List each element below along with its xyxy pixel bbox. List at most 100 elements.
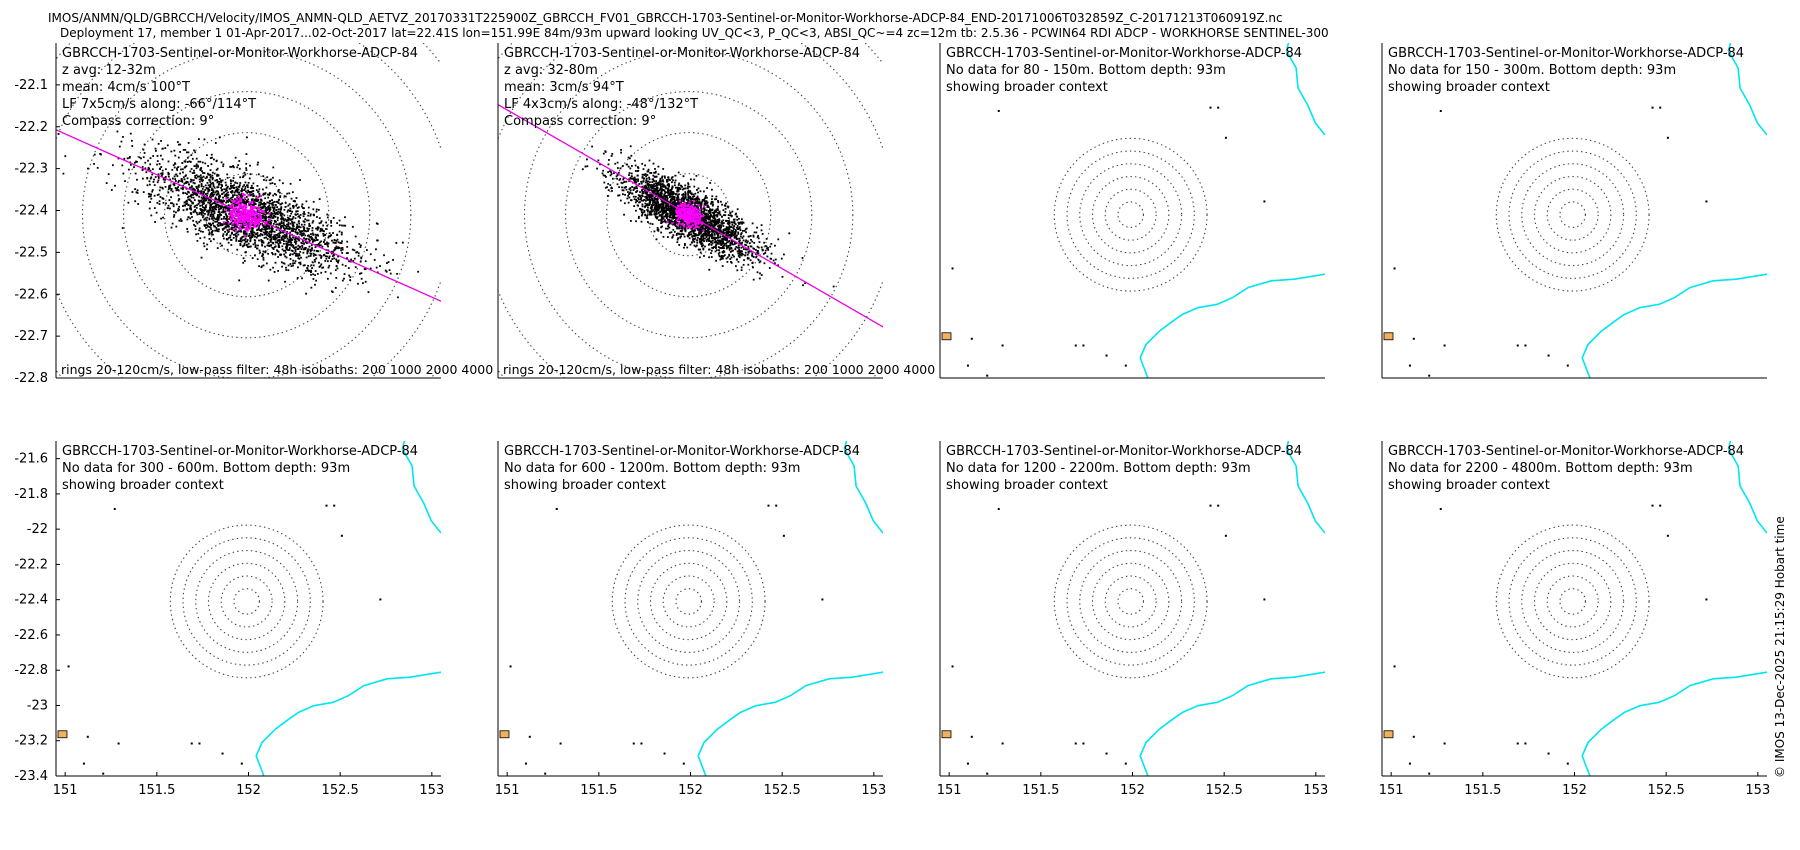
scatter-point <box>208 209 211 212</box>
scatter-point <box>303 226 306 229</box>
scatter-point <box>274 238 277 241</box>
scatter-point <box>644 181 647 184</box>
lowpass-point <box>249 216 252 219</box>
lowpass-point <box>254 206 257 209</box>
scatter-point <box>312 254 315 257</box>
lowpass-point <box>241 192 244 196</box>
scatter-point <box>746 241 749 244</box>
scatter-point <box>711 216 714 219</box>
scatter-point <box>307 211 310 214</box>
scatter-point <box>700 243 703 246</box>
scatter-point <box>118 145 121 148</box>
scatter-point <box>657 183 660 186</box>
scatter-point <box>277 208 280 211</box>
scatter-point <box>687 185 689 188</box>
lowpass-point <box>262 210 265 214</box>
lowpass-point <box>236 208 239 211</box>
scatter-point <box>218 196 221 199</box>
scatter-point <box>261 228 263 230</box>
scatter-point <box>208 226 211 228</box>
scatter-point <box>197 203 200 205</box>
scatter-point <box>266 231 269 233</box>
scatter-point <box>292 229 295 231</box>
scatter-point <box>224 181 227 184</box>
scatter-point <box>270 235 272 238</box>
scatter-point <box>310 264 313 267</box>
scatter-point <box>182 171 184 174</box>
scatter-point <box>716 222 718 225</box>
scatter-point <box>254 246 257 248</box>
scatter-point <box>216 216 219 219</box>
scatter-point <box>661 196 663 199</box>
lowpass-point <box>257 222 260 225</box>
scatter-point <box>160 166 163 168</box>
scatter-point <box>303 211 306 213</box>
scatter-point <box>171 202 174 205</box>
scatter-point <box>714 245 717 248</box>
scatter-point <box>274 204 277 206</box>
lowpass-point <box>238 206 241 209</box>
scatter-point <box>667 225 670 227</box>
scatter-point <box>672 228 675 231</box>
scatter-point <box>712 216 715 219</box>
scatter-point <box>665 221 667 224</box>
scatter-point <box>651 178 654 181</box>
scatter-point <box>293 221 295 224</box>
scatter-point <box>670 187 673 190</box>
scatter-point <box>715 211 717 213</box>
scatter-point <box>648 197 651 199</box>
scatter-point <box>314 270 317 272</box>
scatter-point <box>215 206 217 209</box>
scatter-point <box>294 246 297 249</box>
scatter-point <box>697 248 700 251</box>
scatter-point <box>764 245 767 247</box>
scatter-point <box>249 191 251 194</box>
scatter-point <box>211 171 214 174</box>
scatter-point <box>307 229 310 231</box>
scatter-point <box>190 154 193 157</box>
scatter-point <box>654 215 657 218</box>
lowpass-point <box>257 217 261 220</box>
scatter-point <box>714 227 717 230</box>
lowpass-point <box>232 203 235 207</box>
scatter-point <box>182 176 185 179</box>
scatter-point <box>233 205 236 207</box>
scatter-point <box>299 216 301 219</box>
scatter-point <box>715 231 718 234</box>
scatter-point <box>190 179 193 182</box>
scatter-point <box>659 192 662 194</box>
scatter-point <box>635 185 638 188</box>
scatter-point <box>640 220 643 223</box>
scatter-point <box>223 223 225 225</box>
scatter-point <box>203 172 206 174</box>
scatter-point <box>703 210 706 212</box>
scatter-point <box>710 224 712 227</box>
scatter-point <box>206 216 209 219</box>
scatter-point <box>720 231 723 233</box>
scatter-point <box>318 261 320 264</box>
scatter-point <box>692 193 695 196</box>
scatter-point <box>141 177 144 180</box>
scatter-point <box>289 253 292 256</box>
scatter-point <box>149 201 151 203</box>
scatter-point <box>209 226 212 229</box>
scatter-point <box>715 208 718 211</box>
scatter-point <box>326 216 329 219</box>
scatter-point <box>315 208 318 211</box>
scatter-point <box>269 223 272 226</box>
scatter-point <box>756 271 759 274</box>
scatter-point <box>264 245 266 248</box>
scatter-point <box>269 268 272 271</box>
scatter-point <box>320 240 323 243</box>
scatter-point <box>176 167 178 170</box>
scatter-point <box>754 249 757 251</box>
y-tick-label: -22.3 <box>14 162 48 177</box>
scatter-point <box>156 160 159 163</box>
scatter-point <box>726 235 729 237</box>
scatter-point <box>207 184 210 187</box>
scatter-point <box>682 200 685 203</box>
scatter-point <box>230 191 233 194</box>
scatter-point <box>248 190 250 193</box>
scatter-point <box>681 197 683 200</box>
scatter-point <box>658 195 661 197</box>
